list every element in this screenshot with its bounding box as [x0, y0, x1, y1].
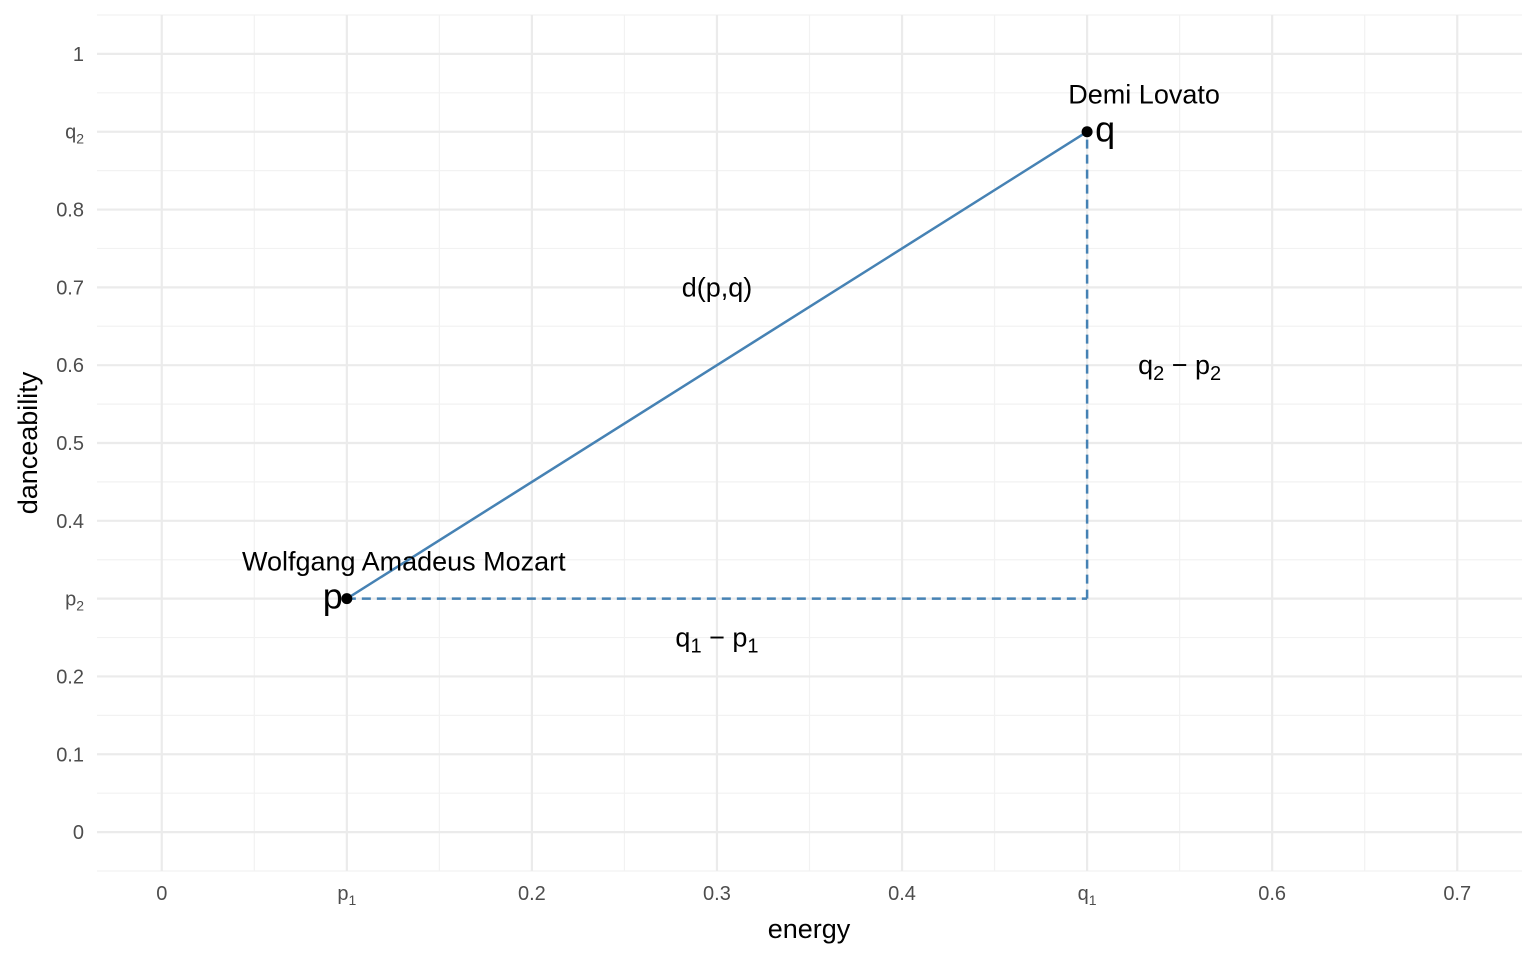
x-tick-label: 0.4	[888, 883, 916, 905]
point-name-label: Wolfgang Amadeus Mozart	[242, 547, 566, 577]
y-tick-label: q2	[65, 122, 84, 147]
annotation-label: d(p,q)	[682, 272, 753, 302]
point-letter-label: p	[323, 576, 343, 617]
y-tick-label: 0.2	[56, 666, 84, 688]
y-axis-ticks: 0 0.1 0.2 p2 0.4 0.5 0.6 0.7 0.8 q2 1	[56, 44, 84, 844]
x-tick-label: 0.7	[1443, 883, 1471, 905]
point-marker	[341, 593, 353, 605]
distance-segments	[346, 130, 1089, 600]
y-tick-label: 0.6	[56, 355, 84, 377]
y-axis-title: danceability	[13, 371, 43, 514]
y-tick-label: 0.8	[56, 200, 84, 222]
x-tick-label: 0.6	[1258, 883, 1286, 905]
distance-line	[346, 130, 1088, 600]
point-letter-label: q	[1095, 109, 1115, 150]
y-tick-label: 0.4	[56, 511, 84, 533]
x-tick-label: p1	[337, 883, 356, 908]
distance-annotations: d(p,q) q1 − p1 q2 − p2	[675, 272, 1221, 657]
point-name-label: Demi Lovato	[1068, 80, 1220, 110]
y-tick-label: 0.1	[56, 744, 84, 766]
minor-gridlines	[97, 14, 1522, 872]
y-tick-label: 0.7	[56, 277, 84, 299]
x-axis-ticks: 0 p1 0.2 0.3 0.4 q1 0.6 0.7	[156, 883, 1471, 908]
point-marker	[1081, 126, 1093, 138]
y-tick-label: 0.5	[56, 433, 84, 455]
x-tick-label: 0.3	[703, 883, 731, 905]
y-tick-label: p2	[65, 589, 84, 614]
annotation-label: q1 − p1	[675, 623, 758, 658]
y-tick-label: 1	[73, 44, 84, 66]
annotation-label: q2 − p2	[1138, 350, 1221, 385]
x-axis-title: energy	[768, 914, 851, 944]
x-tick-label: 0	[156, 883, 167, 905]
y-tick-label: 0	[73, 822, 84, 844]
x-tick-label: 0.2	[518, 883, 546, 905]
x-tick-label: q1	[1078, 883, 1097, 908]
